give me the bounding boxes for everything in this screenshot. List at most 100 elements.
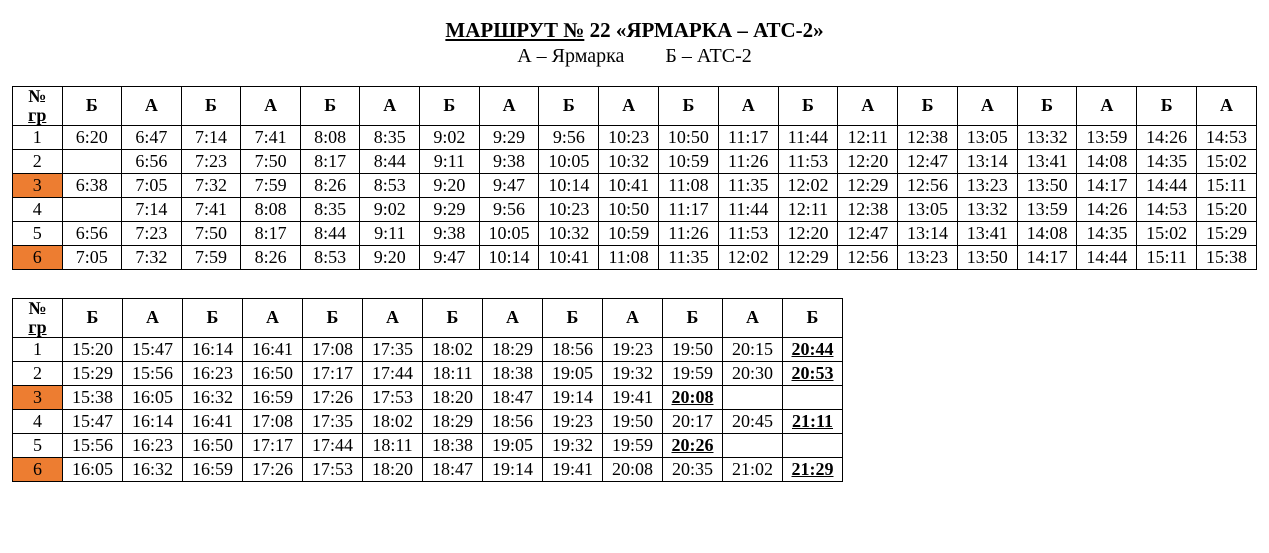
time-cell: 8:26 [241, 245, 301, 269]
time-cell: 11:08 [599, 245, 659, 269]
schedule-table-1: №грБАБАБАБАБАБАБАБАБАБА16:206:477:147:41… [12, 86, 1257, 270]
time-cell: 20:17 [663, 409, 723, 433]
time-cell [62, 197, 122, 221]
time-cell: 19:14 [543, 385, 603, 409]
route-title: МАРШРУТ № 22 «ЯРМАРКА – АТС-2» [12, 18, 1257, 43]
time-cell: 8:08 [241, 197, 301, 221]
table-row: 67:057:327:598:268:539:209:4710:1410:411… [13, 245, 1257, 269]
time-cell: 15:47 [63, 409, 123, 433]
time-cell: 20:35 [663, 457, 723, 481]
col-header: Б [778, 87, 838, 126]
time-cell: 15:38 [63, 385, 123, 409]
group-cell: 6 [13, 457, 63, 481]
time-cell [62, 149, 122, 173]
time-cell: 14:17 [1017, 245, 1077, 269]
time-cell: 10:05 [479, 221, 539, 245]
time-cell: 9:11 [360, 221, 420, 245]
col-header: Б [659, 87, 719, 126]
time-cell: 9:47 [420, 245, 480, 269]
col-header: А [360, 87, 420, 126]
time-cell: 19:14 [483, 457, 543, 481]
time-cell: 16:41 [243, 337, 303, 361]
time-cell: 18:11 [423, 361, 483, 385]
time-cell: 13:23 [898, 245, 958, 269]
time-cell: 19:05 [543, 361, 603, 385]
time-cell: 18:20 [363, 457, 423, 481]
time-cell: 8:08 [300, 125, 360, 149]
time-cell: 15:38 [1197, 245, 1257, 269]
time-cell: 12:38 [898, 125, 958, 149]
time-cell: 10:41 [539, 245, 599, 269]
time-cell: 10:50 [659, 125, 719, 149]
col-header: А [363, 298, 423, 337]
time-cell: 7:59 [181, 245, 241, 269]
time-cell: 14:08 [1017, 221, 1077, 245]
time-cell: 18:29 [483, 337, 543, 361]
time-cell: 14:53 [1197, 125, 1257, 149]
time-cell: 6:20 [62, 125, 122, 149]
time-cell: 7:50 [181, 221, 241, 245]
time-cell: 19:41 [543, 457, 603, 481]
page: МАРШРУТ № 22 «ЯРМАРКА – АТС-2» А – Ярмар… [0, 0, 1269, 550]
legend-a: А – Ярмарка [517, 45, 624, 67]
time-cell: 14:35 [1137, 149, 1197, 173]
time-cell: 7:41 [181, 197, 241, 221]
time-cell: 10:23 [599, 125, 659, 149]
time-cell: 16:05 [63, 457, 123, 481]
table-row: 26:567:237:508:178:449:119:3810:0510:321… [13, 149, 1257, 173]
time-cell: 20:15 [723, 337, 783, 361]
time-cell: 18:11 [363, 433, 423, 457]
col-header: Б [543, 298, 603, 337]
time-cell: 9:29 [479, 125, 539, 149]
time-cell: 10:41 [599, 173, 659, 197]
group-cell: 3 [13, 173, 63, 197]
time-cell: 7:59 [241, 173, 301, 197]
time-cell: 18:02 [363, 409, 423, 433]
legend-b: Б – АТС-2 [665, 45, 751, 67]
time-cell: 13:50 [957, 245, 1017, 269]
time-cell: 9:56 [479, 197, 539, 221]
time-cell: 12:20 [778, 221, 838, 245]
col-header: Б [63, 298, 123, 337]
time-cell: 12:47 [838, 221, 898, 245]
time-cell: 18:38 [483, 361, 543, 385]
time-cell: 18:47 [423, 457, 483, 481]
time-cell: 16:14 [123, 409, 183, 433]
col-header: А [718, 87, 778, 126]
col-header: А [603, 298, 663, 337]
time-cell: 10:23 [539, 197, 599, 221]
col-header: Б [300, 87, 360, 126]
col-header: А [483, 298, 543, 337]
time-cell: 12:29 [778, 245, 838, 269]
time-cell: 7:32 [181, 173, 241, 197]
time-cell: 12:11 [838, 125, 898, 149]
time-cell: 16:50 [243, 361, 303, 385]
time-cell: 15:29 [1197, 221, 1257, 245]
route-subtitle: А – Ярмарка Б – АТС-2 [12, 45, 1257, 68]
time-cell: 18:56 [543, 337, 603, 361]
time-cell: 7:14 [122, 197, 182, 221]
time-cell: 10:59 [599, 221, 659, 245]
time-cell: 12:02 [718, 245, 778, 269]
group-cell: 2 [13, 361, 63, 385]
time-cell: 16:50 [183, 433, 243, 457]
col-header: А [957, 87, 1017, 126]
time-cell: 20:08 [603, 457, 663, 481]
time-cell: 10:14 [539, 173, 599, 197]
time-cell: 19:50 [663, 337, 723, 361]
time-cell: 13:14 [957, 149, 1017, 173]
time-cell: 8:53 [360, 173, 420, 197]
schedule-table-2: №грБАБАБАБАБАБАБ115:2015:4716:1416:4117:… [12, 298, 843, 482]
time-cell: 15:20 [1197, 197, 1257, 221]
group-cell: 1 [13, 125, 63, 149]
time-cell: 17:35 [363, 337, 423, 361]
time-cell: 16:41 [183, 409, 243, 433]
time-cell: 15:29 [63, 361, 123, 385]
table-row: 515:5616:2316:5017:1717:4418:1118:3819:0… [13, 433, 843, 457]
time-cell: 19:59 [663, 361, 723, 385]
time-cell: 10:32 [539, 221, 599, 245]
col-header: Б [898, 87, 958, 126]
time-cell: 9:38 [479, 149, 539, 173]
time-cell: 9:02 [420, 125, 480, 149]
col-header: А [123, 298, 183, 337]
